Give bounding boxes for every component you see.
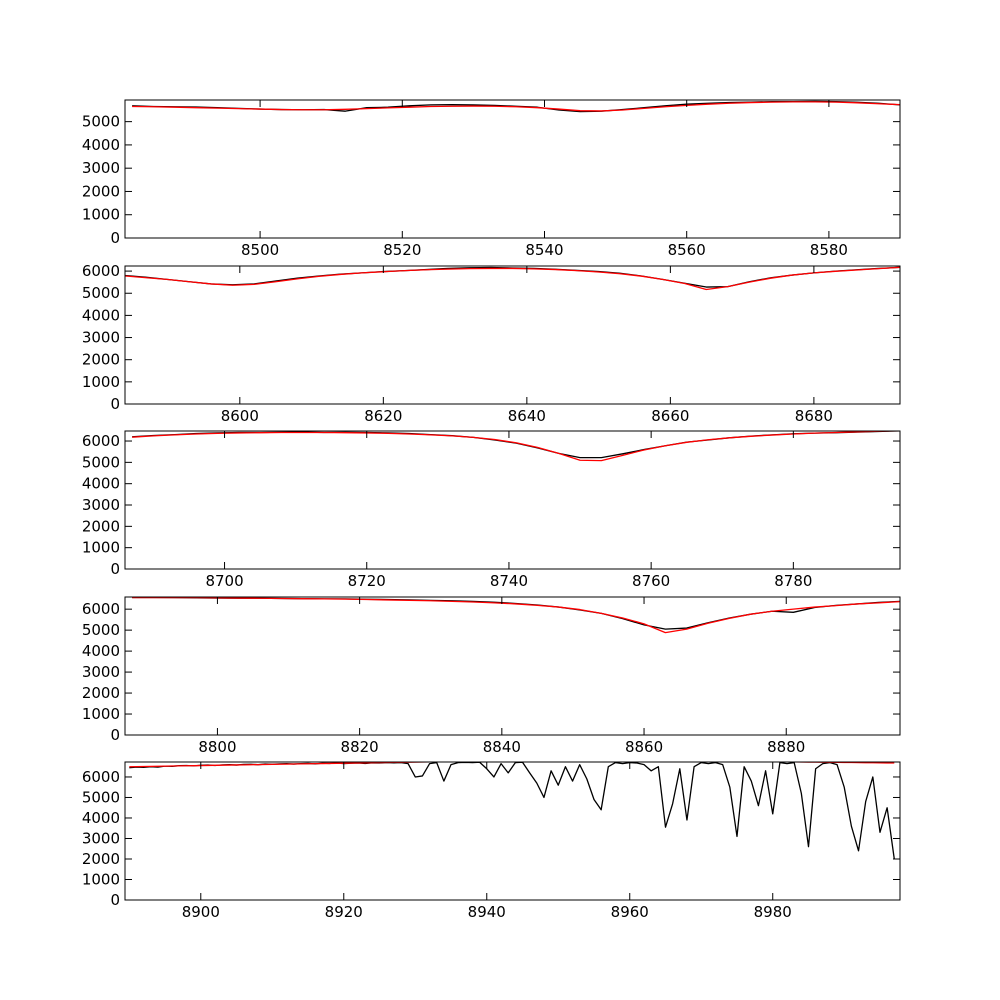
panel: 8800 8820 8840 8860 8880 0 1000 2000 3000 4000 500… (82, 596, 901, 756)
spectrum-line (129, 762, 895, 768)
y-tick-label: 3000 (82, 496, 120, 514)
y-tick-label: 6000 (82, 432, 120, 450)
x-tick-label: 8960 (611, 903, 649, 921)
x-tick-label: 8840 (483, 738, 521, 756)
x-tick-label: 8980 (754, 903, 792, 921)
x-tick-label: 8680 (795, 407, 833, 425)
y-tick-label: 2000 (82, 351, 120, 369)
spectrum-line (125, 266, 900, 288)
axes-frame (124, 99, 901, 239)
axes-frame (124, 596, 901, 736)
y-tick-label: 5000 (82, 621, 120, 639)
plot-area (132, 431, 900, 462)
y-tick-label: 5000 (82, 788, 120, 806)
y-tick-label: 0 (110, 395, 120, 413)
spectrum-line (125, 266, 900, 291)
y-tick-label: 3000 (82, 829, 120, 847)
x-tick-label: 8500 (241, 241, 279, 259)
panel: 8900 8920 8940 8960 8980 0 1000 2000 3000 4000 500… (82, 761, 901, 921)
y-tick-label: 0 (110, 891, 120, 909)
y-tick-label: 4000 (82, 642, 120, 660)
x-tick-label: 8540 (525, 241, 563, 259)
y-tick-label: 1000 (82, 705, 120, 723)
x-tick-label: 8760 (632, 572, 670, 590)
y-tick-label: 0 (110, 560, 120, 578)
x-tick-label: 8580 (810, 241, 848, 259)
y-tick-label: 4000 (82, 809, 120, 827)
x-tick-label: 8520 (383, 241, 421, 259)
y-tick-label: 2000 (82, 684, 120, 702)
panel: 8500 8520 8540 8560 8580 0 1000 2000 3000 4000 500… (82, 99, 901, 259)
x-tick-label: 8880 (767, 738, 805, 756)
spectrum-line (132, 101, 900, 112)
x-tick-label: 8900 (182, 903, 220, 921)
y-tick-label: 1000 (82, 539, 120, 557)
y-tick-label: 1000 (82, 870, 120, 888)
x-tick-label: 8920 (325, 903, 363, 921)
x-tick-label: 8620 (364, 407, 402, 425)
x-tick-label: 8700 (205, 572, 243, 590)
y-tick-label: 5000 (82, 453, 120, 471)
y-tick-label: 4000 (82, 475, 120, 493)
x-tick-label: 8560 (668, 241, 706, 259)
y-tick-label: 0 (110, 726, 120, 744)
y-tick-label: 4000 (82, 306, 120, 324)
axes-frame (124, 265, 901, 405)
x-tick-label: 8820 (341, 738, 379, 756)
y-tick-label: 4000 (82, 136, 120, 154)
x-tick-label: 8780 (774, 572, 812, 590)
y-tick-label: 6000 (82, 262, 120, 280)
plot-area (129, 762, 895, 860)
y-tick-label: 6000 (82, 768, 120, 786)
y-tick-label: 6000 (82, 600, 120, 618)
y-tick-label: 2000 (82, 850, 120, 868)
y-tick-label: 0 (110, 229, 120, 247)
y-tick-label: 2000 (82, 517, 120, 535)
y-tick-label: 3000 (82, 159, 120, 177)
x-tick-label: 8940 (468, 903, 506, 921)
y-tick-label: 1000 (82, 206, 120, 224)
spectrum-line (132, 597, 900, 634)
plot-area (132, 100, 900, 113)
axes-frame (124, 761, 901, 901)
panel: 8600 8620 8640 8660 8680 0 1000 2000 3000 4000 500… (82, 262, 901, 425)
y-tick-label: 5000 (82, 284, 120, 302)
x-tick-label: 8640 (508, 407, 546, 425)
x-tick-label: 8600 (221, 407, 259, 425)
x-tick-label: 8860 (625, 738, 663, 756)
plot-area (132, 597, 900, 634)
axes-frame (124, 430, 901, 570)
y-tick-label: 5000 (82, 113, 120, 131)
x-tick-label: 8740 (490, 572, 528, 590)
spectrum-line (132, 431, 900, 462)
plot-area (125, 266, 900, 291)
y-tick-label: 3000 (82, 663, 120, 681)
x-tick-label: 8660 (651, 407, 689, 425)
spectrum-line (132, 597, 900, 630)
spectrum-line (129, 762, 895, 860)
y-tick-label: 2000 (82, 182, 120, 200)
panel: 8700 8720 8740 8760 8780 0 1000 2000 3000 4000 500… (82, 430, 901, 590)
x-tick-label: 8800 (198, 738, 236, 756)
y-tick-label: 1000 (82, 373, 120, 391)
y-tick-label: 3000 (82, 329, 120, 347)
x-tick-label: 8720 (348, 572, 386, 590)
